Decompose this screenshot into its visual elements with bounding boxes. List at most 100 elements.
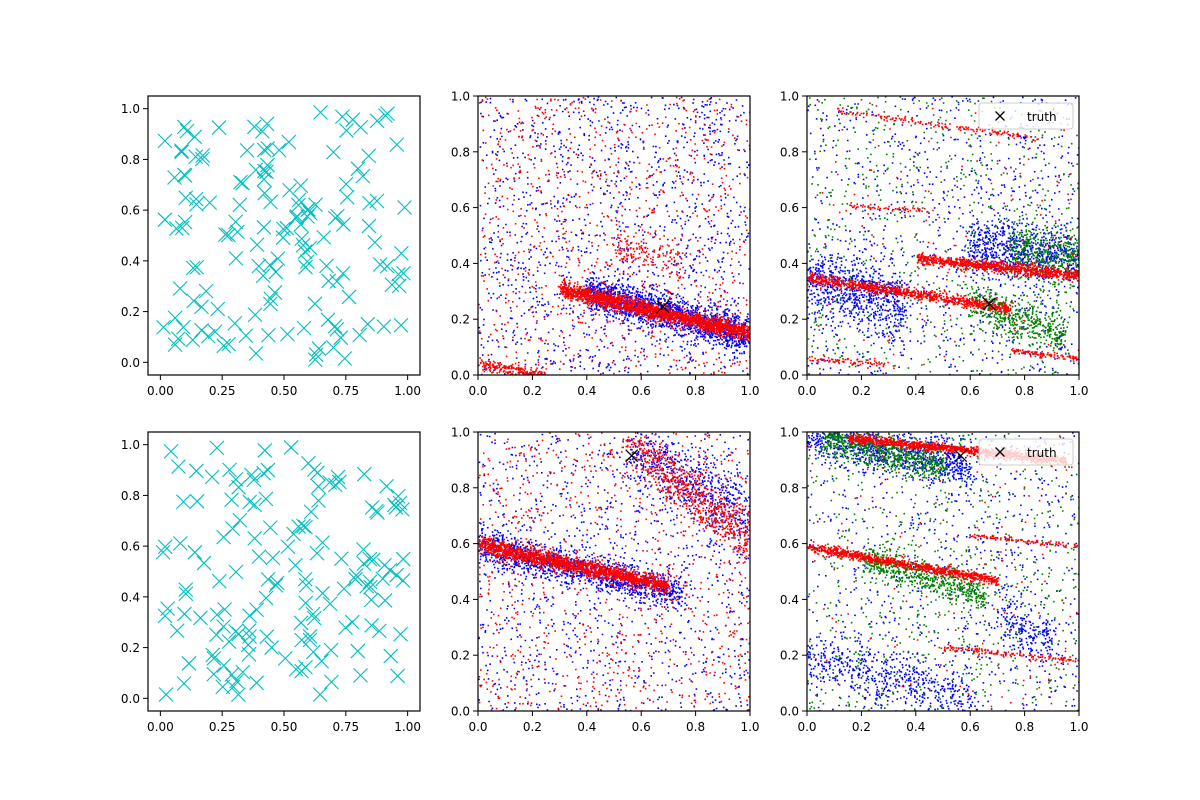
data-point — [305, 644, 321, 660]
data-point — [216, 338, 232, 354]
data-point — [341, 289, 357, 305]
data-point — [177, 168, 193, 183]
y-tick-label: 0.4 — [451, 593, 470, 607]
x-tick-label: 0.0 — [797, 720, 816, 734]
y-tick-label: 1.0 — [780, 90, 799, 104]
x-tick-label: 0.75 — [332, 384, 359, 398]
data-point — [249, 237, 265, 253]
legend: truth — [978, 102, 1074, 130]
data-point — [262, 257, 278, 273]
x-tick-label: 0.4 — [906, 384, 925, 398]
data-point — [348, 567, 364, 583]
data-point — [302, 628, 318, 644]
data-point — [300, 455, 316, 471]
data-point — [352, 327, 368, 343]
data-point — [312, 687, 328, 702]
y-tick-label: 0.2 — [121, 641, 140, 655]
data-point — [217, 602, 233, 617]
data-point — [172, 281, 188, 296]
data-point — [257, 185, 272, 201]
data-point — [247, 307, 263, 323]
data-point — [228, 564, 244, 580]
data-point — [221, 336, 237, 352]
data-point — [333, 551, 349, 567]
data-point — [269, 575, 285, 591]
x-tick-label: 0.2 — [852, 720, 871, 734]
data-point — [218, 227, 233, 242]
data-point — [232, 512, 248, 528]
points-red — [478, 96, 750, 375]
data-point — [280, 539, 296, 554]
data-point — [291, 197, 306, 213]
data-point — [321, 273, 336, 289]
x-tick-label: 0.25 — [209, 720, 236, 734]
data-point — [263, 194, 278, 210]
data-point — [392, 495, 408, 511]
data-point — [348, 571, 363, 587]
data-point — [256, 142, 272, 158]
data-point — [230, 687, 246, 702]
data-point — [356, 466, 372, 482]
data-point — [391, 278, 407, 294]
y-tick-label: 0.6 — [121, 204, 140, 218]
x-tick-label: 0.50 — [271, 720, 298, 734]
data-point — [187, 544, 203, 560]
data-point — [306, 610, 322, 626]
data-point — [301, 201, 316, 217]
y-tick-label: 0.8 — [121, 489, 140, 503]
y-tick-label: 0.4 — [451, 257, 470, 271]
data-point — [222, 462, 237, 478]
data-point — [297, 244, 313, 260]
data-point — [264, 640, 280, 655]
y-tick-label: 0.6 — [121, 540, 140, 554]
data-point — [249, 602, 265, 618]
plot-area — [807, 96, 1079, 375]
y-tick-label: 0.4 — [121, 254, 140, 268]
data-point — [176, 494, 191, 510]
data-point — [193, 610, 208, 626]
data-point — [327, 477, 343, 493]
data-point — [377, 557, 392, 573]
data-point — [176, 676, 192, 691]
data-point — [299, 254, 315, 270]
data-point — [287, 557, 303, 573]
series-red — [807, 432, 1079, 711]
data-point — [390, 668, 406, 684]
data-point — [209, 440, 225, 456]
data-point — [363, 579, 378, 595]
data-point — [185, 332, 201, 348]
data-point — [319, 258, 334, 274]
data-point — [277, 651, 293, 666]
data-point — [256, 465, 272, 481]
data-point — [367, 234, 383, 250]
data-point — [230, 224, 245, 240]
data-point — [258, 491, 274, 507]
data-point — [260, 572, 276, 587]
data-point — [315, 535, 330, 550]
data-point — [316, 230, 332, 245]
data-point — [185, 260, 201, 276]
data-point — [256, 171, 272, 187]
x-tick-label: 0.75 — [332, 720, 359, 734]
data-point — [177, 606, 192, 622]
data-point — [235, 664, 251, 680]
data-point — [323, 642, 339, 658]
x-tick-label: 1.00 — [394, 384, 421, 398]
data-point — [371, 623, 387, 639]
data-point — [216, 658, 232, 673]
data-point — [207, 324, 223, 340]
data-point — [275, 230, 291, 246]
data-point — [259, 629, 275, 645]
data-point — [225, 521, 241, 536]
x-tick-label: 0.50 — [271, 384, 298, 398]
x-tick-label: 1.0 — [740, 720, 759, 734]
y-tick-label: 0.0 — [451, 369, 470, 383]
x-tick-label: 0.8 — [686, 384, 705, 398]
legend-label: truth — [1027, 110, 1057, 124]
data-point — [257, 443, 273, 458]
data-point — [364, 500, 380, 515]
y-tick-label: 0.6 — [451, 201, 470, 215]
data-point — [196, 555, 212, 571]
data-point — [279, 220, 295, 236]
data-point — [363, 592, 379, 608]
